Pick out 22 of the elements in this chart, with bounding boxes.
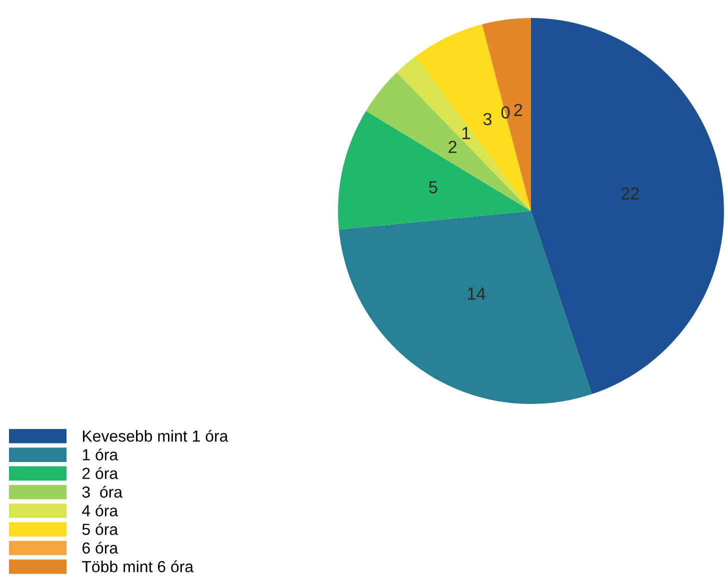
pie-slice: [338, 211, 592, 404]
data-label: 5: [429, 181, 438, 194]
data-label: 2: [514, 104, 522, 116]
text: 0: [501, 106, 510, 119]
legend-label: Több mint 6 óra: [82, 560, 194, 572]
legend-label: 1 óra: [82, 448, 118, 460]
data-label: 3: [483, 112, 492, 126]
legend-label: 6 óra: [82, 542, 118, 554]
pie-slice: [416, 24, 531, 211]
data-label: 22: [621, 187, 639, 200]
pie-slice: [366, 72, 531, 211]
data-label: 2: [448, 140, 456, 153]
data-label: 1: [462, 127, 470, 140]
legend-label: 4 óra: [82, 504, 118, 516]
legend-label: 2 óra: [82, 467, 118, 480]
legend-label: 3 óra: [82, 486, 123, 498]
legend-label: Kevesebb mint 1 óra: [82, 430, 228, 442]
pie-slice: [396, 56, 531, 211]
pie-slice: [531, 18, 724, 394]
pie-slice: [482, 18, 531, 211]
legend-label: 5 óra: [82, 523, 118, 536]
data-label: 14: [468, 288, 486, 300]
